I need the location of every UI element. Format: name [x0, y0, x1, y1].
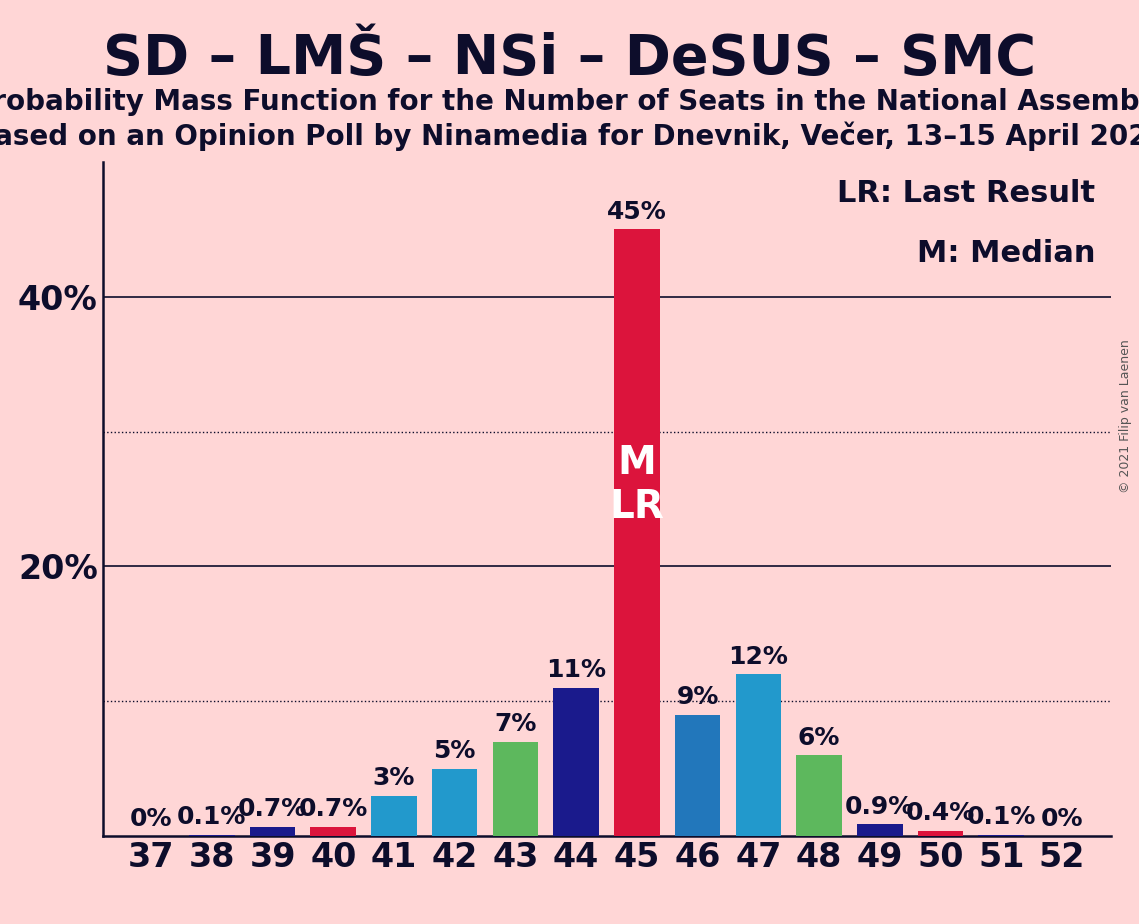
- Text: Probability Mass Function for the Number of Seats in the National Assembly: Probability Mass Function for the Number…: [0, 88, 1139, 116]
- Text: © 2021 Filip van Laenen: © 2021 Filip van Laenen: [1118, 339, 1132, 492]
- Text: 0.1%: 0.1%: [967, 806, 1035, 830]
- Bar: [978, 835, 1024, 836]
- Text: M: Median: M: Median: [917, 239, 1096, 268]
- Bar: [614, 229, 659, 836]
- Text: 45%: 45%: [607, 200, 666, 224]
- Text: 11%: 11%: [547, 659, 606, 683]
- Bar: [311, 827, 357, 836]
- Text: 7%: 7%: [494, 712, 536, 736]
- Text: 5%: 5%: [434, 739, 476, 763]
- Bar: [857, 824, 902, 836]
- Bar: [674, 715, 720, 836]
- Text: 0.4%: 0.4%: [906, 801, 975, 825]
- Bar: [432, 769, 477, 836]
- Bar: [189, 835, 235, 836]
- Text: 6%: 6%: [797, 726, 841, 750]
- Bar: [249, 827, 295, 836]
- Bar: [918, 831, 964, 836]
- Text: 0.7%: 0.7%: [298, 797, 368, 821]
- Text: 0%: 0%: [130, 807, 172, 831]
- Bar: [796, 755, 842, 836]
- Bar: [736, 675, 781, 836]
- Text: 0%: 0%: [1041, 807, 1083, 831]
- Text: Based on an Opinion Poll by Ninamedia for Dnevnik, Večer, 13–15 April 2021: Based on an Opinion Poll by Ninamedia fo…: [0, 122, 1139, 152]
- Text: M
LR: M LR: [609, 444, 664, 527]
- Bar: [554, 687, 599, 836]
- Text: 9%: 9%: [677, 686, 719, 710]
- Bar: [371, 796, 417, 836]
- Text: 12%: 12%: [728, 645, 788, 669]
- Text: 0.9%: 0.9%: [845, 795, 915, 819]
- Text: LR: Last Result: LR: Last Result: [837, 178, 1096, 208]
- Text: 0.1%: 0.1%: [178, 806, 246, 830]
- Text: 0.7%: 0.7%: [238, 797, 308, 821]
- Bar: [493, 742, 539, 836]
- Text: SD – LMŠ – NSi – DeSUS – SMC: SD – LMŠ – NSi – DeSUS – SMC: [103, 32, 1036, 86]
- Text: 3%: 3%: [372, 766, 416, 790]
